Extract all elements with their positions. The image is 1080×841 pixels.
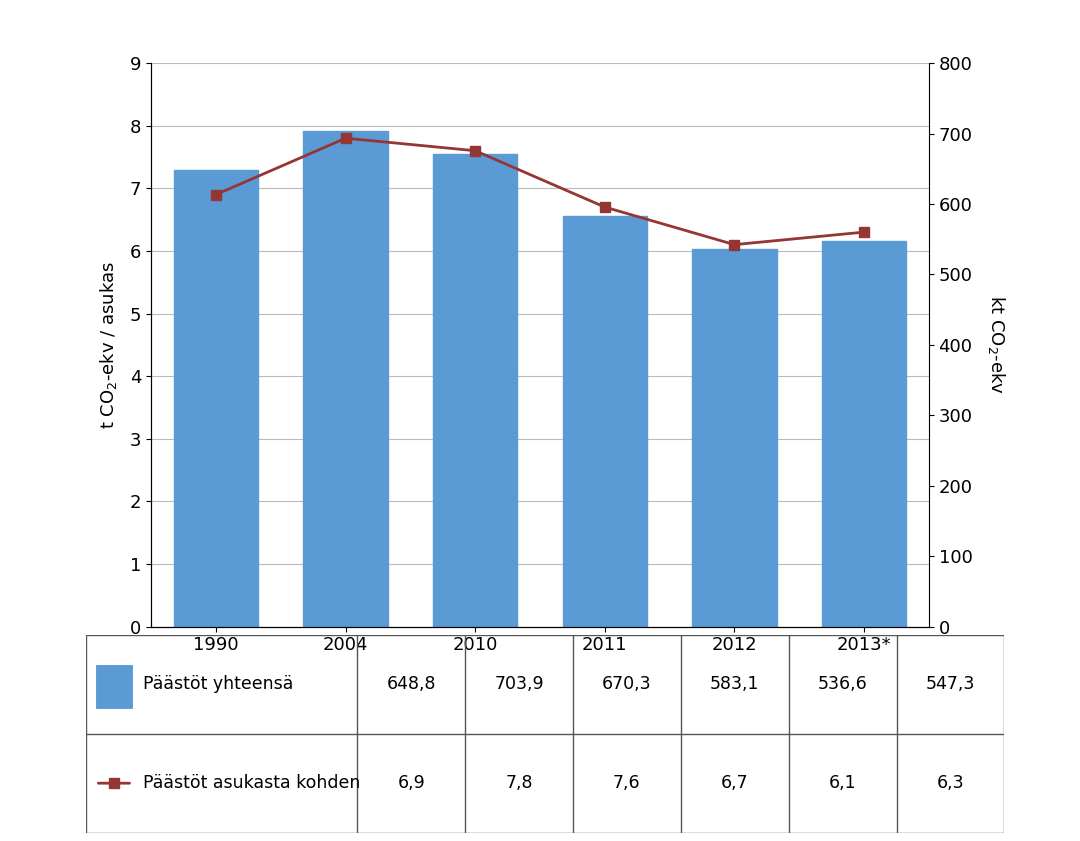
Text: 7,6: 7,6	[613, 775, 640, 792]
Bar	[563, 216, 647, 627]
Text: 7,8: 7,8	[505, 775, 532, 792]
Bar	[822, 241, 906, 627]
Y-axis label: kt CO$_2$-ekv: kt CO$_2$-ekv	[986, 295, 1008, 394]
Text: 6,9: 6,9	[397, 775, 426, 792]
Bar	[174, 170, 258, 627]
Text: 536,6: 536,6	[818, 675, 867, 693]
Text: 6,3: 6,3	[936, 775, 964, 792]
Y-axis label: t CO$_2$-ekv / asukas: t CO$_2$-ekv / asukas	[98, 261, 119, 429]
Bar	[96, 664, 133, 708]
Text: 547,3: 547,3	[926, 675, 975, 693]
Text: 6,7: 6,7	[721, 775, 748, 792]
Bar	[692, 249, 777, 627]
Text: 6,1: 6,1	[828, 775, 856, 792]
Text: Päästöt yhteensä: Päästöt yhteensä	[144, 675, 294, 693]
Text: 648,8: 648,8	[387, 675, 436, 693]
Text: 703,9: 703,9	[495, 675, 544, 693]
Text: Päästöt asukasta kohden: Päästöt asukasta kohden	[144, 775, 361, 792]
Bar	[303, 130, 388, 627]
Text: 670,3: 670,3	[602, 675, 651, 693]
Bar	[433, 155, 517, 627]
Text: 583,1: 583,1	[710, 675, 759, 693]
